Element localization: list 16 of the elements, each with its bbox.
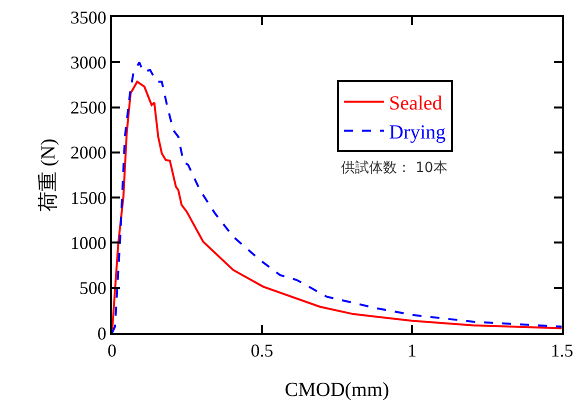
x-tick-label: 1	[408, 340, 416, 361]
y-tick-label: 2000	[70, 142, 106, 163]
y-tick-label: 500	[79, 278, 106, 298]
x-tick-label: 1.5	[550, 340, 574, 361]
y-tick-label: 3500	[70, 7, 106, 28]
y-tick-label: 2500	[70, 98, 106, 118]
y-axis-title: 荷重 (N)	[37, 138, 60, 212]
x-axis-title: CMOD(mm)	[284, 379, 390, 401]
x-tick-label: 0.5	[250, 340, 274, 361]
y-tick-label: 0	[97, 323, 106, 344]
y-tick-label: 1000	[70, 233, 106, 254]
annotation: 供試体数： 10本	[341, 160, 448, 176]
legend-label: Drying	[389, 122, 446, 144]
y-tick-label: 3000	[70, 52, 106, 72]
legend-label: Sealed	[389, 92, 442, 114]
y-tick-label: 1500	[70, 188, 106, 208]
